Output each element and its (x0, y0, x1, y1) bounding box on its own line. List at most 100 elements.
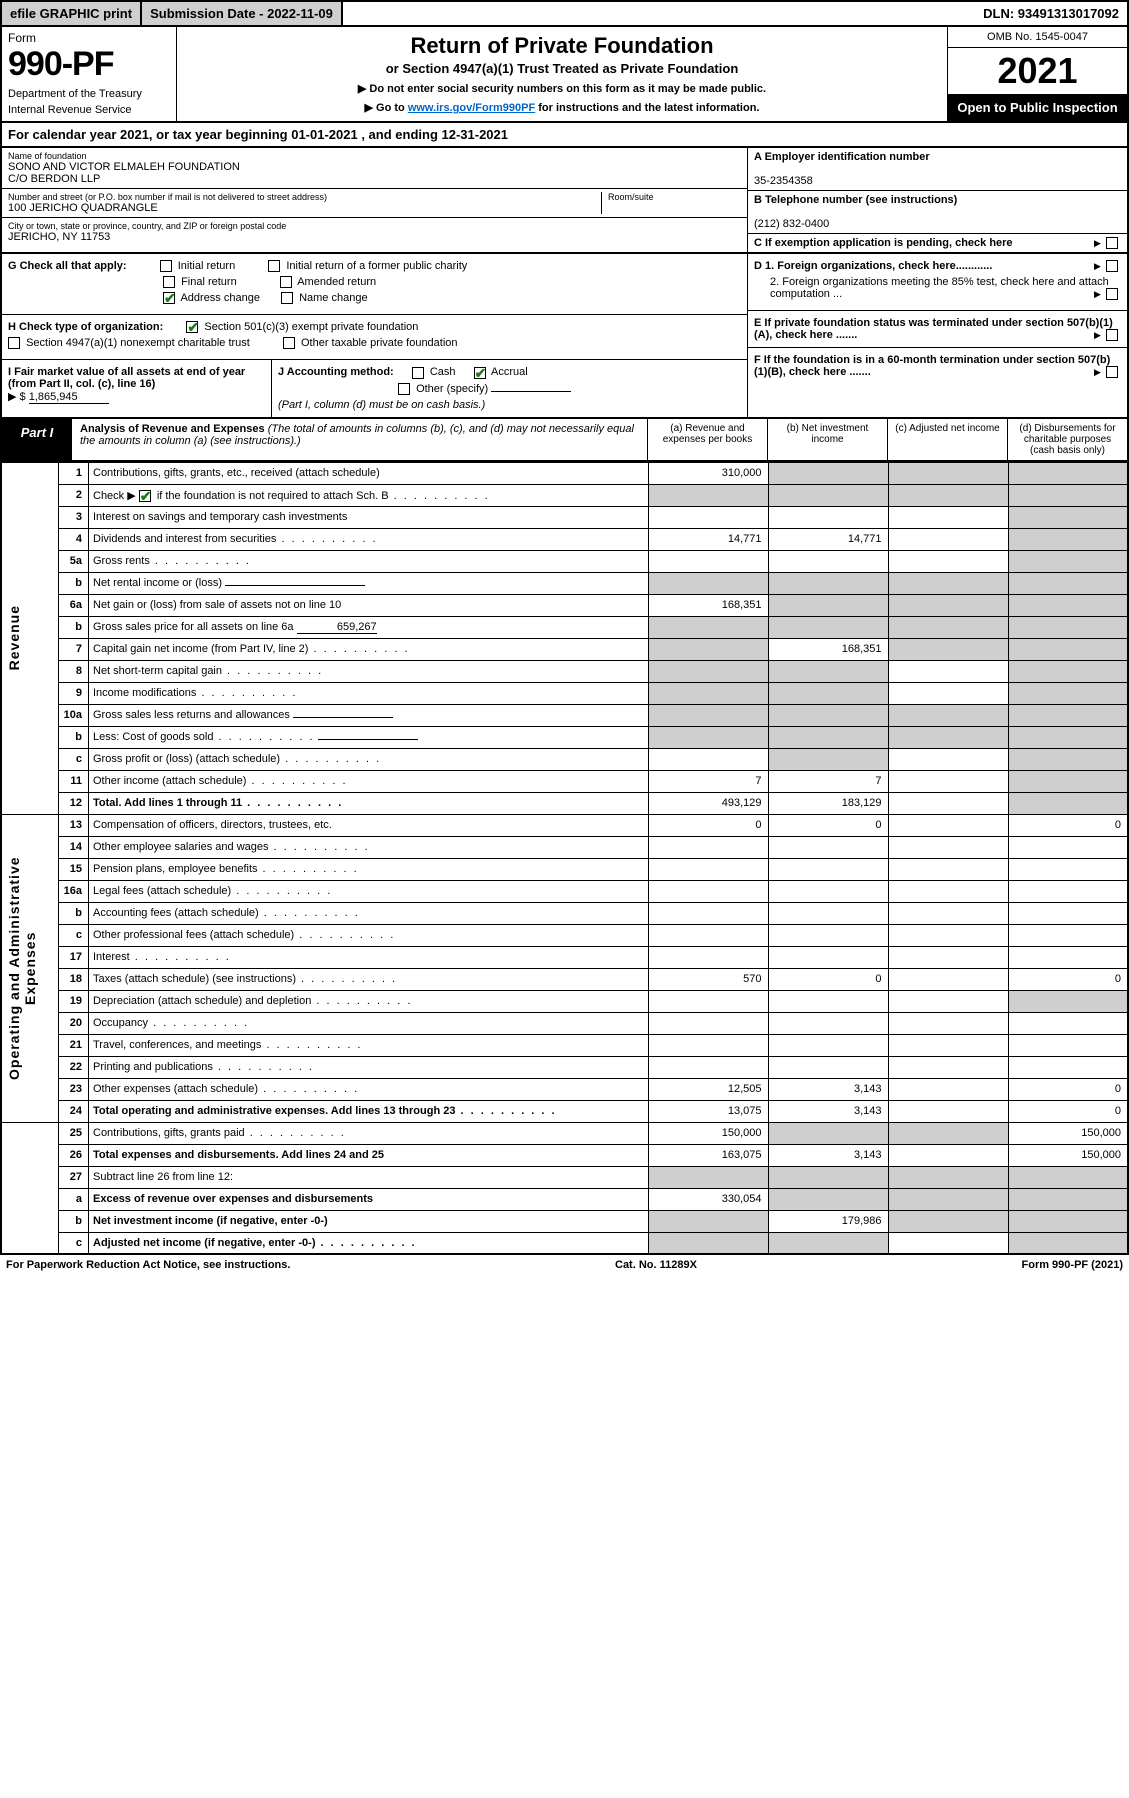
table-row: cAdjusted net income (if negative, enter… (1, 1232, 1128, 1254)
col-a-header: (a) Revenue and expenses per books (647, 419, 767, 460)
table-row: bLess: Cost of goods sold (1, 726, 1128, 748)
table-row: bNet rental income or (loss) (1, 572, 1128, 594)
507b1a-checkbox[interactable] (1106, 329, 1118, 341)
final-return-checkbox[interactable] (163, 276, 175, 288)
other-method-checkbox[interactable] (398, 383, 410, 395)
table-row: 6aNet gain or (loss) from sale of assets… (1, 594, 1128, 616)
table-row: 17Interest (1, 946, 1128, 968)
table-row: 27Subtract line 26 from line 12: (1, 1166, 1128, 1188)
ein-value: 35-2354358 (754, 175, 813, 187)
phone-value: (212) 832-0400 (754, 218, 829, 230)
table-row: 7Capital gain net income (from Part IV, … (1, 638, 1128, 660)
efile-label[interactable]: efile GRAPHIC print (2, 2, 142, 25)
part-i-label: Part I (2, 419, 72, 460)
foreign-org-checkbox[interactable] (1106, 260, 1118, 272)
paperwork-notice: For Paperwork Reduction Act Notice, see … (6, 1259, 290, 1271)
goto-note: ▶ Go to www.irs.gov/Form990PF for instru… (183, 101, 941, 114)
d1-label: D 1. Foreign organizations, check here..… (754, 260, 992, 272)
table-row: 5aGross rents (1, 550, 1128, 572)
cat-number: Cat. No. 11289X (615, 1259, 697, 1271)
table-row: 18Taxes (attach schedule) (see instructi… (1, 968, 1128, 990)
initial-former-checkbox[interactable] (268, 260, 280, 272)
table-row: 21Travel, conferences, and meetings (1, 1034, 1128, 1056)
accrual-checkbox[interactable] (474, 367, 486, 379)
507b1b-checkbox[interactable] (1106, 366, 1118, 378)
table-row: 24Total operating and administrative exp… (1, 1100, 1128, 1122)
form-label: Form (8, 31, 170, 45)
table-row: bNet investment income (if negative, ent… (1, 1210, 1128, 1232)
other-taxable-checkbox[interactable] (283, 337, 295, 349)
foundation-name-2: C/O BERDON LLP (8, 173, 100, 185)
col-d-header: (d) Disbursements for charitable purpose… (1007, 419, 1127, 460)
table-row: 4Dividends and interest from securities1… (1, 528, 1128, 550)
sch-b-checkbox[interactable] (139, 490, 151, 502)
part-i-table: Revenue 1 Contributions, gifts, grants, … (0, 462, 1129, 1256)
table-row: bAccounting fees (attach schedule) (1, 902, 1128, 924)
85pct-checkbox[interactable] (1106, 288, 1118, 300)
table-row: Operating and Administrative Expenses 13… (1, 814, 1128, 836)
expenses-side-label: Operating and Administrative Expenses (6, 818, 38, 1119)
room-label: Room/suite (608, 192, 741, 202)
form-ref: Form 990-PF (2021) (1022, 1259, 1123, 1271)
table-row: 25Contributions, gifts, grants paid150,0… (1, 1122, 1128, 1144)
ssn-warning: ▶ Do not enter social security numbers o… (183, 82, 941, 95)
irs-link[interactable]: www.irs.gov/Form990PF (408, 102, 535, 114)
tax-year: 2021 (948, 48, 1127, 94)
name-change-checkbox[interactable] (281, 292, 293, 304)
col-c-header: (c) Adjusted net income (887, 419, 1007, 460)
form-subtitle: or Section 4947(a)(1) Trust Treated as P… (183, 61, 941, 76)
form-title: Return of Private Foundation (183, 33, 941, 59)
table-row: 26Total expenses and disbursements. Add … (1, 1144, 1128, 1166)
cash-checkbox[interactable] (412, 367, 424, 379)
table-row: 23Other expenses (attach schedule)12,505… (1, 1078, 1128, 1100)
exemption-pending-label: C If exemption application is pending, c… (754, 237, 1013, 249)
part-i-header: Part I Analysis of Revenue and Expenses … (0, 419, 1129, 462)
h-label: H Check type of organization: (8, 321, 163, 333)
table-row: 16aLegal fees (attach schedule) (1, 880, 1128, 902)
address-label: Number and street (or P.O. box number if… (8, 192, 601, 202)
table-row: 9Income modifications (1, 682, 1128, 704)
j-note: (Part I, column (d) must be on cash basi… (278, 399, 741, 411)
table-row: bGross sales price for all assets on lin… (1, 616, 1128, 638)
table-row: 8Net short-term capital gain (1, 660, 1128, 682)
check-sections: G Check all that apply: Initial return I… (0, 254, 1129, 419)
calendar-year-row: For calendar year 2021, or tax year begi… (0, 123, 1129, 148)
table-row: 20Occupancy (1, 1012, 1128, 1034)
amended-checkbox[interactable] (280, 276, 292, 288)
table-row: 15Pension plans, employee benefits (1, 858, 1128, 880)
table-row: 19Depreciation (attach schedule) and dep… (1, 990, 1128, 1012)
submission-date: Submission Date - 2022-11-09 (142, 2, 343, 25)
e-label: E If private foundation status was termi… (754, 317, 1113, 341)
table-row: 2 Check ▶ if the foundation is not requi… (1, 484, 1128, 506)
d2-label: 2. Foreign organizations meeting the 85%… (770, 276, 1109, 300)
501c3-checkbox[interactable] (186, 321, 198, 333)
street-address: 100 JERICHO QUADRANGLE (8, 202, 158, 214)
f-label: F If the foundation is in a 60-month ter… (754, 354, 1110, 378)
page-footer: For Paperwork Reduction Act Notice, see … (0, 1255, 1129, 1275)
top-bar: efile GRAPHIC print Submission Date - 20… (0, 0, 1129, 27)
table-row: cGross profit or (loss) (attach schedule… (1, 748, 1128, 770)
j-label: J Accounting method: (278, 366, 394, 378)
dept-treasury: Department of the Treasury (8, 88, 170, 100)
open-public: Open to Public Inspection (948, 94, 1127, 121)
part-i-title: Analysis of Revenue and Expenses (80, 423, 265, 435)
table-row: 14Other employee salaries and wages (1, 836, 1128, 858)
revenue-side-label: Revenue (6, 605, 22, 670)
omb-number: OMB No. 1545-0047 (948, 27, 1127, 48)
col-b-header: (b) Net investment income (767, 419, 887, 460)
exemption-checkbox[interactable] (1106, 237, 1118, 249)
table-row: 10aGross sales less returns and allowanc… (1, 704, 1128, 726)
4947-checkbox[interactable] (8, 337, 20, 349)
initial-return-checkbox[interactable] (160, 260, 172, 272)
foundation-name-1: SONO AND VICTOR ELMALEH FOUNDATION (8, 161, 240, 173)
entity-info: Name of foundation SONO AND VICTOR ELMAL… (0, 148, 1129, 254)
table-row: aExcess of revenue over expenses and dis… (1, 1188, 1128, 1210)
city-label: City or town, state or province, country… (8, 221, 741, 231)
g-label: G Check all that apply: (8, 260, 127, 272)
table-row: Revenue 1 Contributions, gifts, grants, … (1, 462, 1128, 484)
address-change-checkbox[interactable] (163, 292, 175, 304)
irs-label: Internal Revenue Service (8, 104, 170, 116)
ein-label: A Employer identification number (754, 151, 930, 163)
i-label: I Fair market value of all assets at end… (8, 366, 245, 390)
dln: DLN: 93491313017092 (975, 2, 1127, 25)
